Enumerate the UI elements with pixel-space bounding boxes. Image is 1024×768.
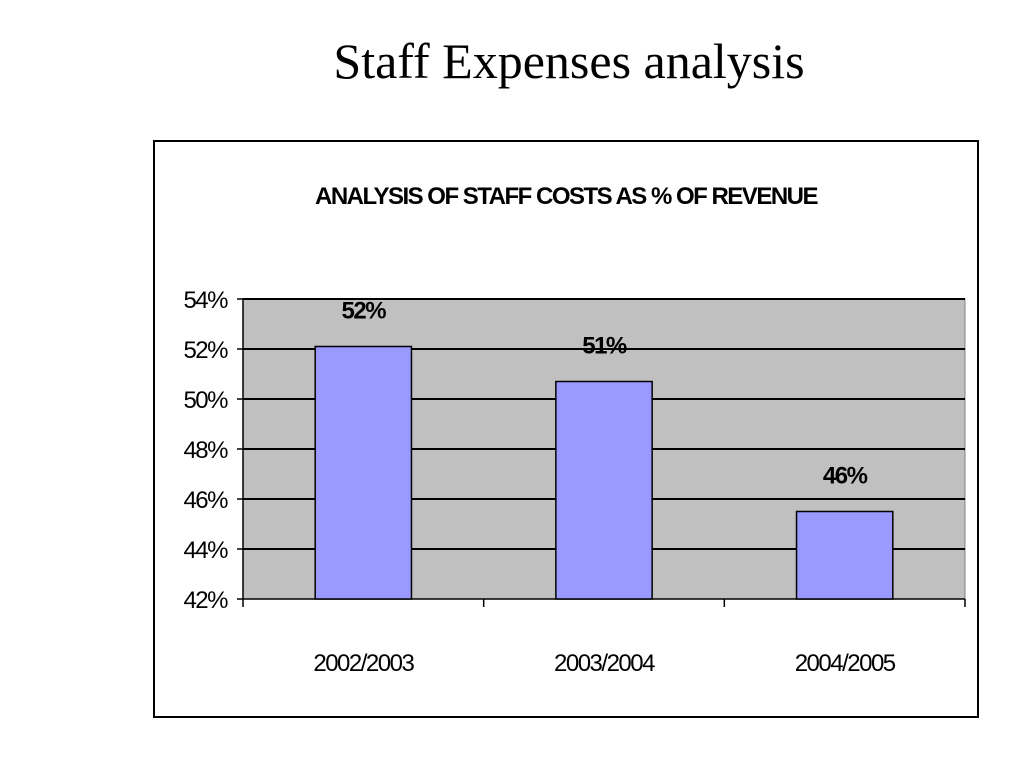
bar-2004-2005 xyxy=(795,510,894,600)
slide-title: Staff Expenses analysis xyxy=(333,33,805,89)
y-tick-label: 46% xyxy=(183,487,228,514)
data-label: 46% xyxy=(823,463,868,490)
y-tick-label: 48% xyxy=(183,437,228,464)
y-tick-label: 52% xyxy=(183,337,228,364)
bars xyxy=(314,345,894,600)
x-tick-label: 2003/2004 xyxy=(554,650,655,677)
chart-title: ANALYSIS OF STAFF COSTS AS % OF REVENUE xyxy=(315,183,819,210)
x-tick-label: 2002/2003 xyxy=(313,650,414,677)
bar-chart: ANALYSIS OF STAFF COSTS AS % OF REVENUE … xyxy=(183,183,966,677)
bar-2002-2003 xyxy=(314,345,413,600)
data-label: 51% xyxy=(582,333,627,360)
y-tick-label: 54% xyxy=(183,287,228,314)
y-tick-label: 44% xyxy=(183,537,228,564)
bar-2003-2004 xyxy=(555,380,653,600)
y-tick-label: 50% xyxy=(183,387,228,414)
labels: 42% 44% 46% 48% 50% 52% 54% 52% 2002/2003 51% 2003… xyxy=(183,287,897,677)
x-tick-label: 2004/2005 xyxy=(795,650,896,677)
chart-frame: ANALYSIS OF STAFF COSTS AS % OF REVENUE … xyxy=(153,140,979,718)
y-tick-label: 42% xyxy=(183,587,228,614)
data-label: 52% xyxy=(342,298,387,325)
